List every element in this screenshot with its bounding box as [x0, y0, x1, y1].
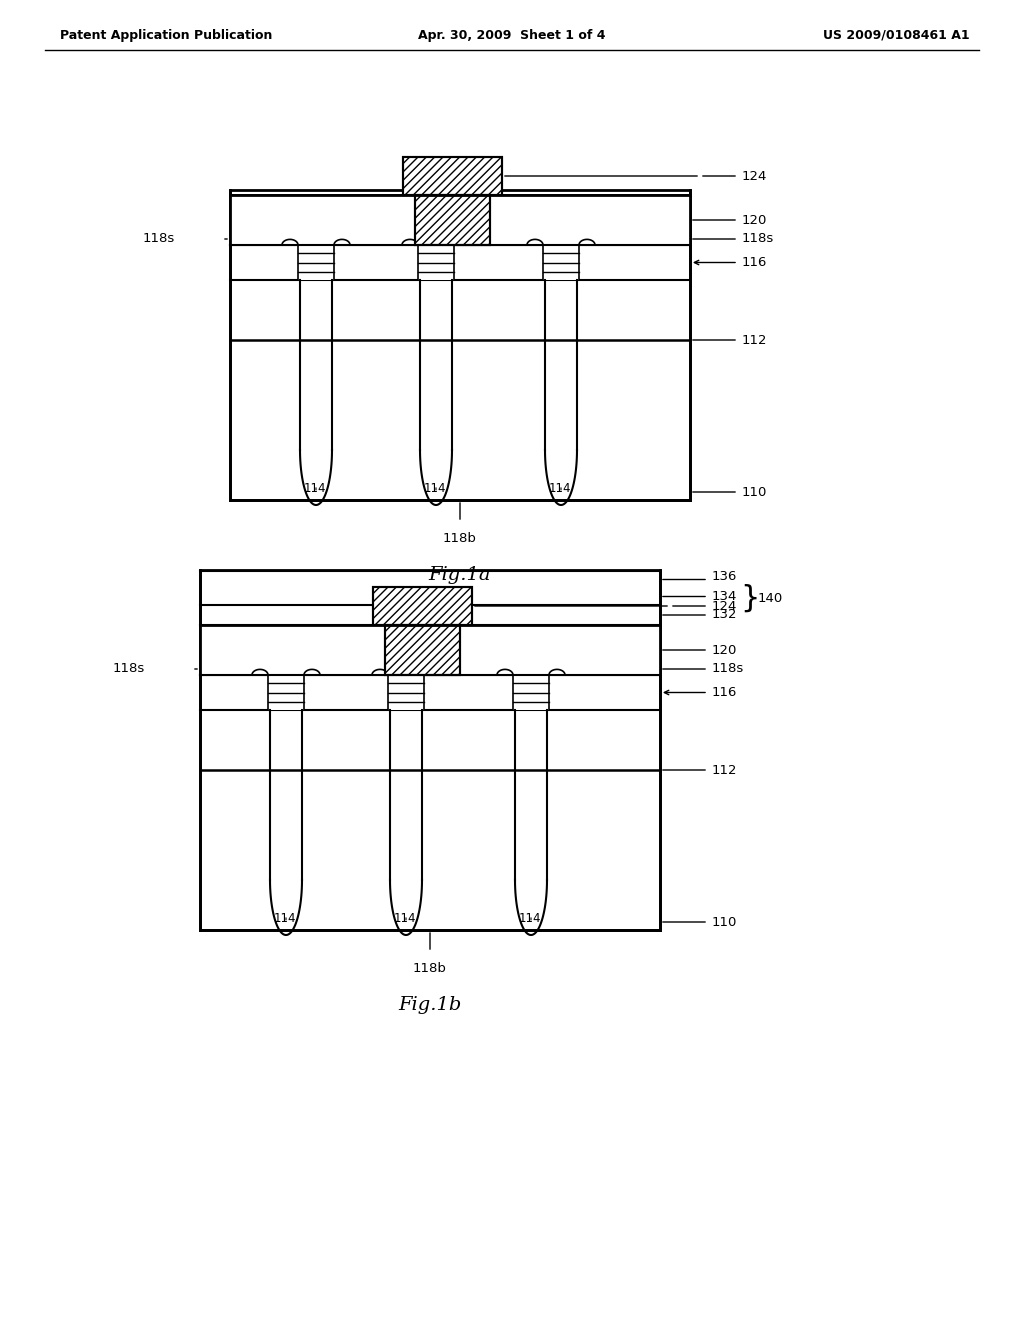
Text: 120: 120 [712, 644, 737, 656]
Bar [403, 157, 502, 195]
Text: 132: 132 [712, 609, 737, 622]
Text: Patent Application Publication: Patent Application Publication [60, 29, 272, 41]
Text: Fig.1b: Fig.1b [398, 997, 462, 1014]
Text: 118b: 118b [413, 962, 446, 975]
Text: 114: 114 [424, 482, 446, 495]
Text: 114: 114 [274, 912, 297, 925]
Text: 110: 110 [742, 486, 767, 499]
Text: 116: 116 [712, 686, 737, 700]
Text: 116: 116 [742, 256, 767, 269]
Text: 118s: 118s [712, 663, 744, 676]
Text: 136: 136 [712, 570, 737, 583]
Text: 118s: 118s [113, 663, 145, 676]
Text: 112: 112 [742, 334, 768, 346]
Bar [298, 246, 334, 280]
Text: }: } [740, 583, 760, 612]
Text: 114: 114 [549, 482, 571, 495]
Bar [418, 246, 454, 280]
Text: Fig.1a: Fig.1a [429, 566, 492, 583]
Bar [543, 246, 579, 280]
Bar [385, 624, 460, 675]
Text: 114: 114 [519, 912, 542, 925]
Text: 124: 124 [742, 169, 767, 182]
Bar [385, 624, 460, 675]
Bar [200, 624, 660, 675]
Text: 118s: 118s [142, 232, 175, 246]
Text: 110: 110 [712, 916, 737, 928]
Text: 118s: 118s [742, 232, 774, 246]
Bar [200, 570, 660, 931]
Text: 122: 122 [508, 645, 534, 659]
Text: 140: 140 [758, 591, 783, 605]
Bar [373, 587, 472, 624]
Bar [490, 195, 690, 246]
Bar [230, 195, 690, 246]
Bar [388, 675, 424, 710]
Bar [415, 195, 490, 246]
Bar [403, 157, 502, 195]
Bar [373, 587, 472, 624]
Bar [230, 190, 690, 500]
Text: 118b: 118b [443, 532, 477, 545]
Text: 122: 122 [538, 216, 563, 228]
Text: US 2009/0108461 A1: US 2009/0108461 A1 [823, 29, 970, 41]
Bar [200, 624, 385, 675]
Bar [460, 624, 660, 675]
Bar [268, 675, 304, 710]
Bar [513, 675, 549, 710]
Text: 120: 120 [742, 214, 767, 227]
Text: 114: 114 [394, 912, 417, 925]
Text: 134: 134 [712, 590, 737, 603]
Bar [230, 195, 415, 246]
Text: 114: 114 [304, 482, 327, 495]
Bar [415, 195, 490, 246]
Text: 112: 112 [712, 763, 737, 776]
Text: 124: 124 [712, 599, 737, 612]
Text: Apr. 30, 2009  Sheet 1 of 4: Apr. 30, 2009 Sheet 1 of 4 [418, 29, 606, 41]
